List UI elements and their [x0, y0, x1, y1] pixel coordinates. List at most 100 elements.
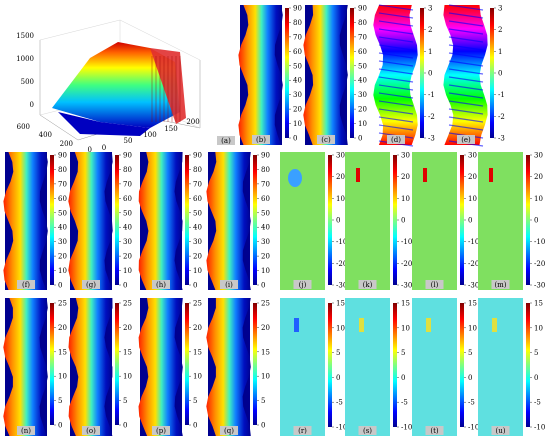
- panel-label-box: [82, 280, 100, 289]
- colorbar-tick-label: 50: [58, 209, 67, 217]
- colorbar-tick-label: -30: [534, 282, 545, 290]
- panel-label: (t): [430, 427, 439, 435]
- colorbar-tick-label: -2: [498, 113, 505, 121]
- colorbar-tick-label: 0: [428, 70, 432, 78]
- colorbar-tick-label: 2: [428, 26, 432, 34]
- colorbar-tick-label: -1: [498, 91, 505, 99]
- panel-label-box: [358, 426, 377, 435]
- colorbar-tick-label: -10: [534, 238, 545, 246]
- colorbar: [526, 155, 530, 285]
- fringe-stripe: [378, 60, 414, 67]
- colorbar-tick-label: 70: [293, 33, 302, 41]
- colorbar-tick-label: 70: [193, 180, 202, 188]
- y-tick-label: 0: [88, 146, 92, 154]
- colorbar-tick-label: 60: [58, 195, 67, 203]
- terrain-band: [206, 152, 251, 290]
- colorbar-tick-label: 10: [468, 324, 477, 332]
- colorbar-tick-label: 20: [123, 253, 132, 261]
- fringe-stripe: [378, 84, 414, 91]
- panel-label-box: [491, 280, 510, 289]
- colorbar-tick-label: 0: [123, 422, 127, 430]
- error-map: [478, 298, 523, 436]
- panel-h: (h) 90 80 70 60 50 40 30 20 10 0: [138, 152, 202, 290]
- surface: [52, 42, 180, 128]
- fringe-stripe: [448, 36, 484, 43]
- panel-n: (n) 25 20 15 10 5 0: [3, 298, 67, 436]
- error-blob: [356, 168, 360, 182]
- panel-o: (o) 25 20 15 10 5 0: [68, 298, 132, 436]
- error-blob: [423, 168, 427, 182]
- error-map: [412, 152, 457, 290]
- colorbar: [328, 303, 332, 427]
- panel-label-box: [358, 280, 377, 289]
- panel-r: (r) 15 10 5 0 -5 -10: [280, 298, 347, 436]
- panel-f: (f) 90 80 70 60 50 40 30 20 10 0: [3, 152, 67, 290]
- colorbar-tick-label: -5: [401, 399, 408, 407]
- colorbar-tick-label: 10: [534, 324, 543, 332]
- colorbar: [253, 303, 257, 425]
- colorbar-tick-label: 0: [336, 374, 340, 382]
- colorbar-tick-label: 30: [193, 238, 202, 246]
- colorbar-tick-label: 0: [123, 282, 127, 290]
- colorbar-tick-label: 3: [498, 5, 502, 13]
- colorbar-tick-label: 15: [58, 348, 67, 356]
- colorbar-tick-label: -3: [498, 135, 505, 143]
- colorbar-tick-label: 80: [58, 166, 67, 174]
- colorbar-tick-label: -20: [534, 260, 545, 268]
- panel-label: (c): [321, 136, 331, 144]
- colorbar: [115, 303, 119, 425]
- panel-label-box: [425, 280, 444, 289]
- colorbar-tick-label: 10: [193, 373, 202, 381]
- colorbar-tick-label: 0: [534, 374, 538, 382]
- colorbar-tick-label: 0: [261, 282, 265, 290]
- colorbar-tick-label: -10: [336, 424, 347, 432]
- fringe-stripe: [448, 44, 484, 51]
- colorbar-tick-label: 5: [193, 397, 197, 405]
- error-map: [345, 298, 390, 436]
- colorbar: [350, 8, 354, 138]
- fringe-stripe: [378, 124, 414, 131]
- colorbar: [185, 155, 189, 285]
- colorbar-tick-label: 90: [261, 152, 270, 160]
- panel-label-box: [17, 280, 35, 289]
- fringe-stripe: [448, 28, 484, 35]
- colorbar-tick-label: 50: [293, 62, 302, 70]
- colorbar-tick-label: 0: [468, 374, 472, 382]
- x-tick-label: 100: [143, 131, 156, 139]
- colorbar-tick-label: 50: [358, 62, 367, 70]
- colorbar-tick-label: 40: [358, 77, 367, 85]
- terrain-band: [206, 298, 251, 436]
- colorbar-tick-label: 10: [123, 267, 132, 275]
- colorbar-tick-label: 30: [401, 152, 410, 160]
- panel-label-box: [217, 136, 235, 145]
- panel-c: (c) 90 80 70 60 50 40 30 20 10 0: [303, 5, 367, 145]
- colorbar-tick-label: -2: [428, 113, 435, 121]
- panel-label: (u): [496, 427, 506, 435]
- panel-label: (b): [256, 136, 266, 144]
- error-blob: [288, 169, 302, 187]
- colorbar-tick-label: 40: [123, 224, 132, 232]
- colorbar-tick-label: -20: [468, 260, 479, 268]
- panel-label-box: [152, 426, 170, 435]
- y-tick-label: 400: [39, 131, 52, 139]
- panel-i: (i) 90 80 70 60 50 40 30 20 10 0: [206, 152, 270, 290]
- colorbar-tick-label: 20: [401, 173, 410, 181]
- error-blob: [359, 318, 364, 332]
- z-tick-label: 0: [30, 101, 34, 109]
- panel-label: (p): [156, 427, 166, 435]
- colorbar-tick-label: 10: [261, 373, 270, 381]
- panel-label: (m): [494, 281, 506, 289]
- fringe-stripe: [448, 20, 484, 27]
- error-blob: [294, 318, 299, 332]
- colorbar-tick-label: 15: [401, 300, 410, 308]
- colorbar-tick-label: 0: [261, 422, 265, 430]
- fringe-stripe: [378, 20, 414, 27]
- colorbar-tick-label: 20: [468, 173, 477, 181]
- colorbar-tick-label: 10: [534, 195, 543, 203]
- panel-label: (j): [299, 281, 307, 289]
- fringe-stripe: [448, 4, 484, 11]
- x-tick-label: 200: [186, 118, 199, 126]
- colorbar-tick-label: 1: [428, 48, 432, 56]
- panel-b: (b) 90 80 70 60 50 40 30 20 10 0: [238, 5, 302, 145]
- panel-e: (e) 3 2 1 0 -1 -2 -3: [443, 4, 505, 147]
